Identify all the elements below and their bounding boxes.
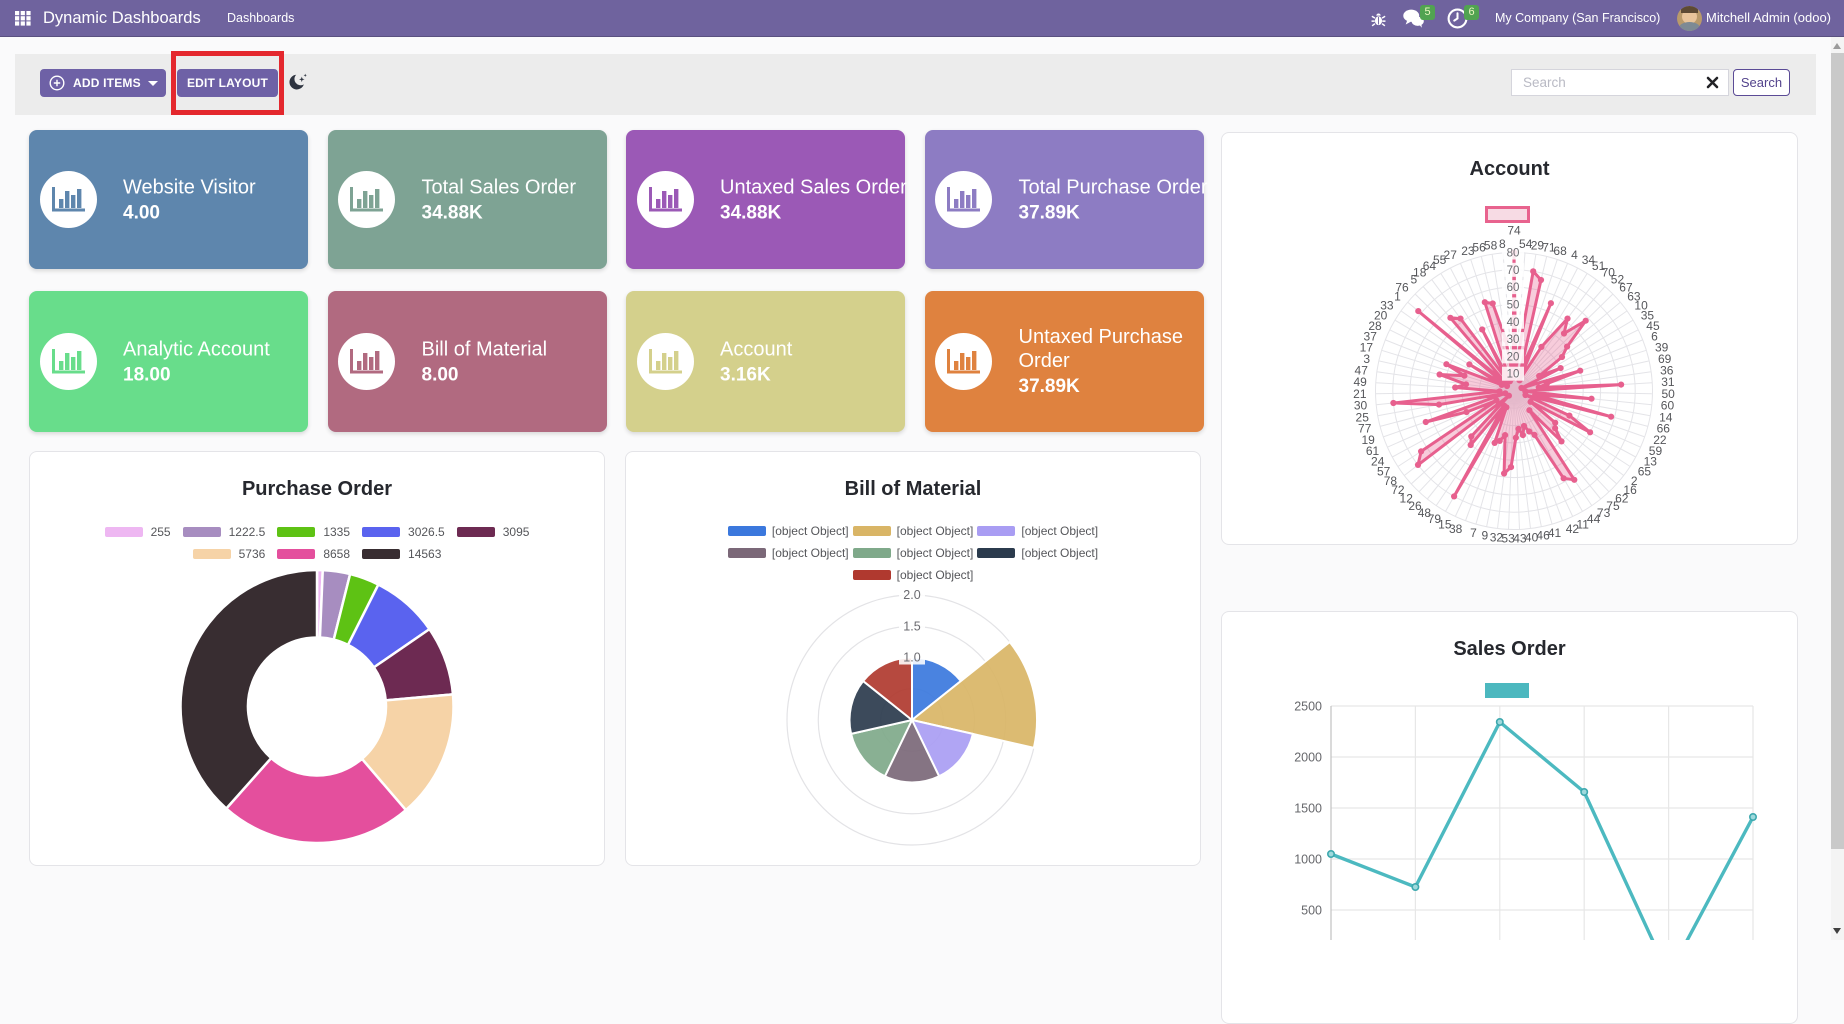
svg-text:44: 44 (1587, 512, 1601, 526)
svg-text:63: 63 (1627, 289, 1641, 303)
svg-text:10: 10 (1507, 369, 1520, 381)
svg-text:50: 50 (1662, 387, 1676, 401)
svg-text:10: 10 (1634, 299, 1648, 313)
svg-text:42: 42 (1566, 522, 1580, 536)
svg-text:16: 16 (1623, 483, 1637, 497)
svg-text:60: 60 (1507, 282, 1520, 294)
svg-text:62: 62 (1615, 491, 1629, 505)
svg-text:2.0: 2.0 (903, 588, 920, 602)
svg-text:20: 20 (1507, 351, 1520, 363)
svg-text:2: 2 (1631, 474, 1638, 488)
svg-text:11: 11 (1577, 518, 1590, 532)
svg-text:20: 20 (1374, 309, 1388, 323)
svg-text:69: 69 (1658, 352, 1672, 366)
svg-text:15: 15 (1438, 518, 1452, 532)
svg-text:1000: 1000 (1294, 853, 1322, 867)
svg-text:38: 38 (1449, 522, 1463, 536)
svg-text:32: 32 (1490, 531, 1504, 545)
svg-text:40: 40 (1507, 317, 1520, 329)
svg-text:48: 48 (1418, 506, 1432, 520)
svg-text:68: 68 (1553, 244, 1567, 258)
svg-text:77: 77 (1358, 422, 1372, 436)
svg-text:45: 45 (1646, 319, 1660, 333)
svg-text:46: 46 (1536, 529, 1550, 543)
svg-text:9: 9 (1482, 529, 1489, 543)
svg-text:26: 26 (1408, 499, 1422, 513)
svg-text:24: 24 (1371, 454, 1385, 468)
svg-text:19: 19 (1361, 433, 1375, 447)
svg-text:2000: 2000 (1294, 751, 1322, 765)
svg-text:51: 51 (1592, 259, 1606, 273)
svg-text:59: 59 (1649, 444, 1663, 458)
svg-text:37: 37 (1364, 330, 1378, 344)
svg-text:27: 27 (1444, 248, 1458, 262)
svg-text:33: 33 (1380, 299, 1394, 313)
svg-text:4: 4 (1571, 248, 1578, 262)
svg-text:57: 57 (1377, 464, 1391, 478)
svg-text:56: 56 (1472, 241, 1486, 255)
svg-text:74: 74 (1507, 224, 1521, 238)
svg-text:1.5: 1.5 (903, 619, 920, 633)
svg-text:50: 50 (1507, 299, 1520, 311)
svg-text:76: 76 (1395, 281, 1409, 295)
svg-text:53: 53 (1501, 531, 1515, 545)
svg-text:60: 60 (1661, 399, 1675, 413)
svg-text:13: 13 (1644, 454, 1658, 468)
svg-text:35: 35 (1641, 309, 1655, 323)
svg-text:58: 58 (1484, 238, 1498, 252)
svg-text:1.0: 1.0 (903, 651, 920, 665)
svg-text:30: 30 (1354, 399, 1368, 413)
svg-text:6: 6 (1651, 330, 1658, 344)
svg-text:40: 40 (1525, 531, 1539, 545)
svg-text:70: 70 (1602, 265, 1616, 279)
svg-text:43: 43 (1513, 531, 1527, 545)
svg-text:79: 79 (1428, 512, 1442, 526)
svg-text:1: 1 (1394, 289, 1401, 303)
svg-text:65: 65 (1638, 464, 1652, 478)
svg-text:2500: 2500 (1294, 700, 1322, 714)
svg-text:78: 78 (1384, 474, 1398, 488)
svg-text:55: 55 (1433, 253, 1447, 267)
svg-text:30: 30 (1507, 334, 1520, 346)
svg-text:22: 22 (1653, 433, 1667, 447)
svg-text:12: 12 (1400, 491, 1414, 505)
svg-text:47: 47 (1355, 364, 1369, 378)
svg-text:3: 3 (1363, 352, 1370, 366)
svg-text:500: 500 (1301, 904, 1322, 918)
svg-text:61: 61 (1366, 444, 1380, 458)
svg-text:25: 25 (1356, 410, 1370, 424)
svg-text:72: 72 (1391, 483, 1405, 497)
svg-text:34: 34 (1582, 253, 1596, 267)
svg-text:67: 67 (1619, 281, 1633, 295)
svg-text:31: 31 (1661, 375, 1675, 389)
svg-text:70: 70 (1507, 265, 1520, 277)
svg-text:41: 41 (1548, 526, 1562, 540)
svg-text:14: 14 (1659, 410, 1673, 424)
svg-text:71: 71 (1542, 241, 1556, 255)
svg-text:21: 21 (1353, 387, 1367, 401)
svg-text:5: 5 (1411, 273, 1418, 287)
svg-text:80: 80 (1507, 248, 1520, 260)
svg-text:36: 36 (1660, 364, 1674, 378)
svg-text:64: 64 (1423, 259, 1437, 273)
svg-text:18: 18 (1413, 265, 1427, 279)
svg-text:17: 17 (1360, 341, 1374, 355)
svg-text:54: 54 (1519, 237, 1533, 251)
svg-text:28: 28 (1368, 319, 1382, 333)
svg-text:7: 7 (1470, 526, 1477, 540)
svg-text:23: 23 (1461, 244, 1475, 258)
svg-text:39: 39 (1655, 341, 1669, 355)
svg-text:1500: 1500 (1294, 802, 1322, 816)
svg-text:52: 52 (1611, 273, 1625, 287)
svg-text:29: 29 (1531, 238, 1545, 252)
svg-text:8: 8 (1499, 237, 1506, 251)
svg-text:73: 73 (1597, 506, 1611, 520)
svg-text:66: 66 (1657, 422, 1671, 436)
svg-text:49: 49 (1353, 375, 1367, 389)
svg-text:75: 75 (1606, 499, 1620, 513)
